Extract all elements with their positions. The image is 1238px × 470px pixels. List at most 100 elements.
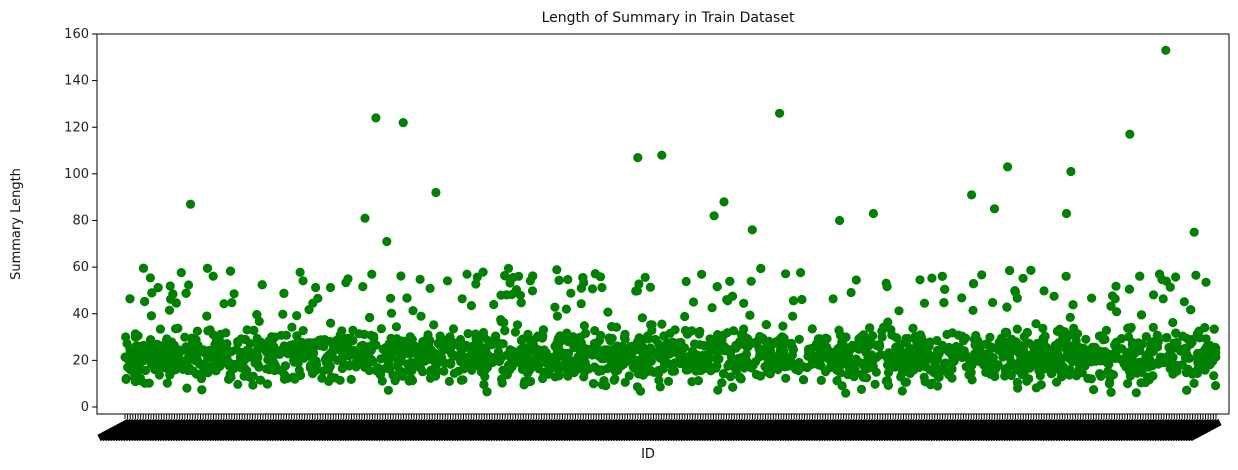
data-point [248,371,258,381]
data-point [896,372,906,382]
data-point [731,366,741,376]
data-point [181,288,191,298]
data-point [934,372,944,382]
data-point [756,263,766,274]
data-point [197,385,207,395]
plot-frame [96,33,1230,415]
data-point [440,344,450,354]
data-point [185,199,196,209]
data-point [758,333,768,343]
data-point [576,283,587,293]
data-point [1090,349,1100,359]
data-point [383,385,393,395]
data-point [1100,334,1110,344]
data-point [813,358,823,368]
data-point [957,293,967,303]
data-point [725,372,736,382]
data-point [230,359,240,369]
data-point [1004,362,1014,372]
data-point [480,365,490,375]
data-point [201,361,211,371]
data-point [1089,385,1099,395]
data-point [1075,366,1085,376]
data-point [371,113,381,123]
data-point [252,310,262,320]
data-point [881,278,891,288]
data-point [828,294,838,304]
data-point [663,376,674,386]
data-point [728,326,739,336]
data-point [1020,361,1030,371]
data-point [527,286,538,296]
data-point [155,324,165,334]
data-point [561,304,572,314]
data-point [1049,291,1059,301]
data-point [969,334,980,344]
data-point [736,374,746,384]
data-point [700,359,710,369]
data-point [257,280,267,290]
data-point [145,273,155,283]
data-point [1005,265,1015,276]
data-point [1096,371,1106,381]
data-point [242,325,252,335]
data-point [135,358,145,368]
data-point [376,324,386,334]
data-point [168,289,178,299]
data-point [841,388,851,398]
data-point [633,153,643,163]
data-point [225,369,235,379]
data-point [1136,310,1147,320]
data-point [578,273,588,283]
data-point [1022,338,1032,348]
data-point [408,306,418,316]
data-point [917,334,927,345]
data-point [788,296,799,306]
data-point [360,213,370,223]
data-point [645,282,656,292]
data-point [550,302,560,312]
data-point [1038,323,1048,333]
data-point [430,371,441,381]
data-point [1195,333,1205,343]
data-point [1052,326,1063,336]
data-point [650,334,661,345]
data-point [512,320,523,330]
data-point [382,236,392,247]
data-point [1002,327,1012,338]
data-point [406,361,416,371]
data-point [298,276,308,286]
data-point [123,354,133,364]
data-point [478,267,488,277]
data-point [1014,347,1024,358]
data-point [657,150,667,160]
data-point [837,351,847,361]
data-point [1125,367,1135,377]
data-point [404,376,414,386]
data-point [456,375,467,385]
data-point [600,353,610,363]
data-point [1040,331,1050,341]
data-point [939,298,949,308]
data-point [552,338,562,348]
data-point [718,369,729,379]
data-point [464,352,474,362]
data-point [816,375,826,385]
data-point [1135,271,1145,281]
data-point [915,275,925,285]
data-point [1169,338,1179,348]
data-point [471,279,481,289]
data-point [631,286,641,296]
data-point [367,269,377,279]
data-point [914,343,924,354]
data-point [214,341,224,351]
data-point [688,297,699,307]
data-point [256,337,266,347]
data-point [579,321,590,331]
data-point [1022,327,1032,338]
data-point [1074,358,1084,369]
data-point [1168,369,1178,379]
data-point [398,118,408,128]
data-point [1125,129,1135,139]
data-point [393,358,404,368]
